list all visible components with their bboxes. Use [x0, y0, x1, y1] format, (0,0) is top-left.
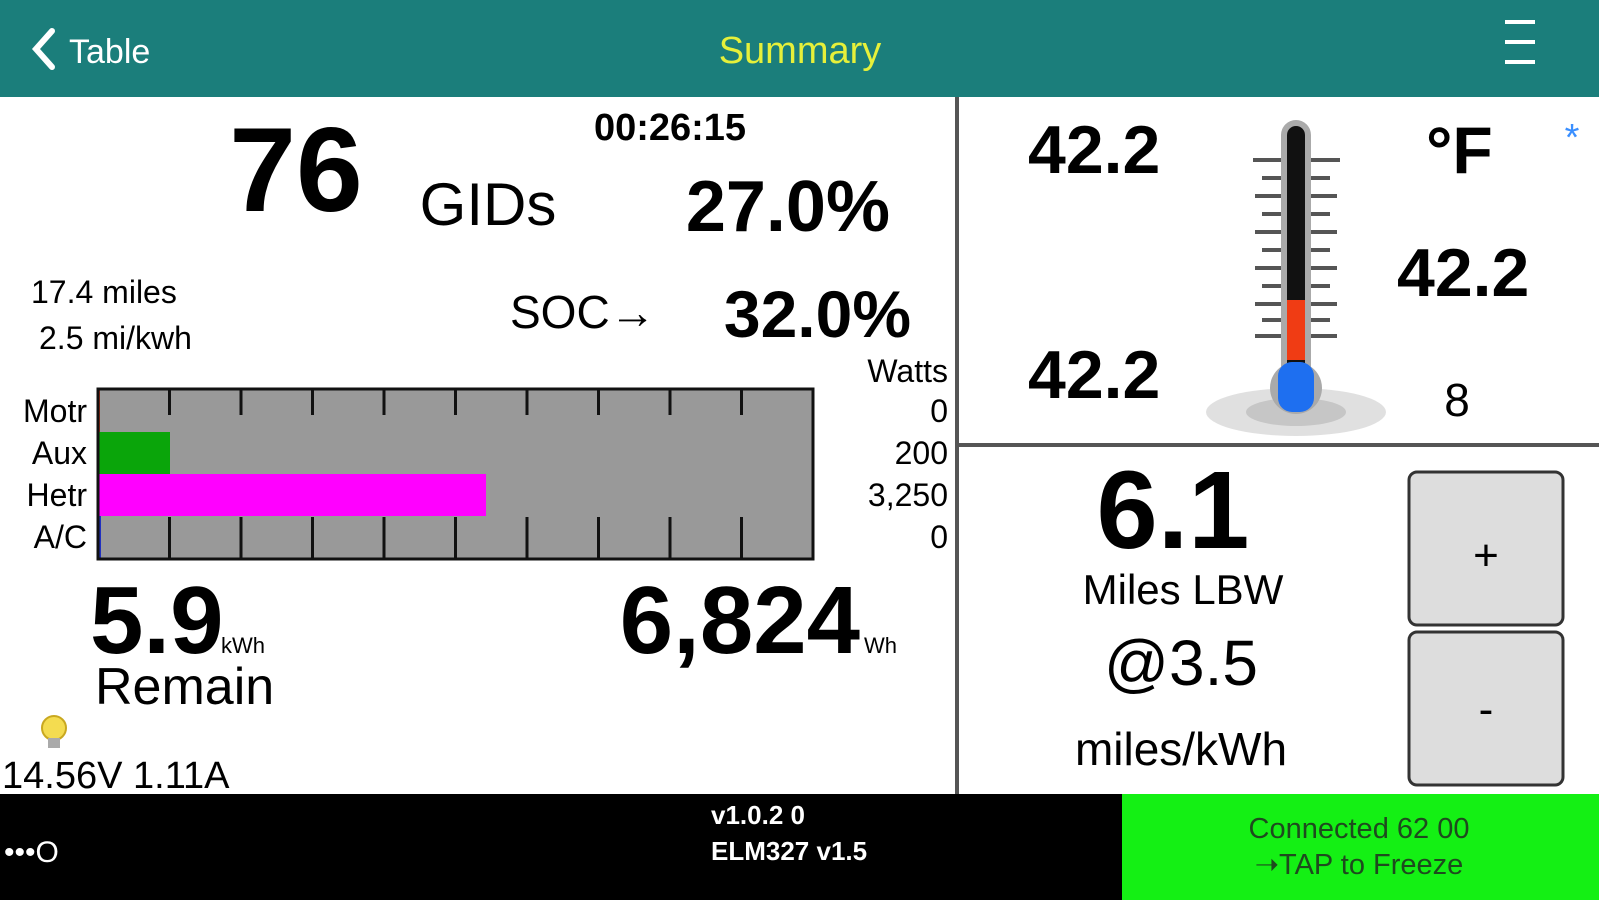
lbw-miles: 6.1 [1097, 449, 1250, 572]
lbw-label: Miles LBW [1083, 566, 1284, 613]
plus-label[interactable]: + [1473, 531, 1499, 580]
range: 17.4 miles [31, 274, 177, 310]
gids-percent: 27.0% [686, 167, 890, 247]
gids-value: 76 [229, 103, 362, 237]
temp-left-bottom: 42.2 [1028, 337, 1160, 413]
soc-label: SOC→ [510, 286, 656, 338]
marker: * [1565, 117, 1580, 159]
soc-percent: 32.0% [724, 277, 911, 351]
lbw-rate: @3.5 [1104, 627, 1258, 699]
temp-unit: °F [1426, 113, 1493, 187]
action-text[interactable]: ➝TAP to Freeze [1255, 849, 1464, 881]
adapter: ELM327 v1.5 [711, 836, 867, 866]
plus-button[interactable] [1407, 470, 1565, 627]
row-watts: 0 [930, 393, 948, 429]
version: v1.0.2 0 [711, 800, 805, 830]
remain-label: Remain [95, 658, 274, 716]
elapsed-time: 00:26:15 [594, 107, 746, 149]
efficiency: 2.5 mi/kwh [39, 320, 192, 356]
lbw-rate-unit: miles/kWh [1075, 723, 1287, 775]
row-watts: 0 [930, 519, 948, 555]
bulb-icon [41, 715, 67, 748]
back-chevron[interactable] [31, 28, 55, 70]
wh-value: 6,824 [620, 567, 860, 674]
page-title: Summary [719, 30, 882, 72]
header-bar [0, 0, 1599, 97]
divider [955, 97, 959, 794]
energy-value: 5.9 [90, 567, 223, 674]
row-label: Motr [23, 393, 87, 429]
thermometer [1206, 120, 1386, 436]
row-watts: 200 [895, 435, 948, 471]
minus-button[interactable] [1407, 630, 1565, 787]
status-text[interactable]: Connected 62 00 [1249, 813, 1470, 845]
power-bar [98, 474, 486, 516]
row-label: A/C [34, 519, 87, 555]
energy-unit: kWh [221, 633, 265, 658]
power-chart: Motr 0 Aux 200 Hetr 3,250 A/C 0 [23, 387, 948, 561]
row-label: Aux [32, 435, 87, 471]
temp-left-top: 42.2 [1028, 112, 1160, 188]
row-label: Hetr [27, 477, 88, 513]
back-button[interactable]: Table [69, 33, 150, 71]
menu-button[interactable] [1505, 20, 1535, 64]
row-watts: 3,250 [868, 477, 948, 513]
battery: 14.56V 1.11A [2, 755, 230, 797]
power-frame-outline [96, 387, 815, 561]
temp-right: 42.2 [1397, 235, 1529, 311]
status-button[interactable] [1122, 794, 1599, 900]
gids-label: GIDs [420, 171, 557, 238]
signal: •••O [4, 836, 59, 869]
wh-unit: Wh [864, 633, 897, 658]
divider [959, 443, 1599, 447]
power-bar [98, 432, 170, 474]
watts-title: Watts [867, 353, 948, 389]
temp-count: 8 [1444, 374, 1470, 426]
minus-label[interactable]: - [1479, 685, 1494, 734]
